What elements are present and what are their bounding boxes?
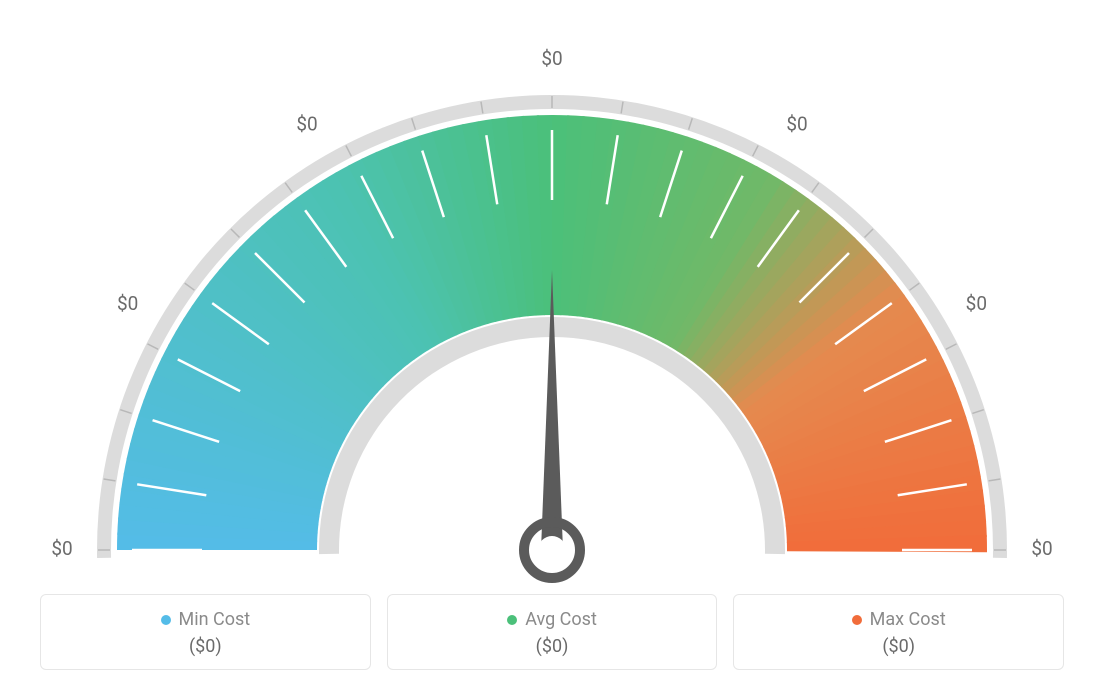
legend-card-min: Min Cost ($0) [40,594,371,670]
gauge-chart: $0 $0 $0 $0 $0 $0 $0 [42,40,1062,580]
legend-header-avg: Avg Cost [398,609,707,630]
legend-header-min: Min Cost [51,609,360,630]
legend-dot-min [161,615,171,625]
svg-text:$0: $0 [51,537,72,560]
legend-dot-avg [507,615,517,625]
legend-row: Min Cost ($0) Avg Cost ($0) Max Cost ($0… [40,594,1064,670]
legend-value-max: ($0) [744,636,1053,657]
gauge-svg: $0 $0 $0 $0 $0 $0 $0 [42,40,1062,600]
legend-label-avg: Avg Cost [525,609,597,630]
svg-text:$0: $0 [296,113,317,136]
svg-text:$0: $0 [117,292,138,315]
svg-text:$0: $0 [1031,537,1052,560]
legend-value-avg: ($0) [398,636,707,657]
legend-dot-max [852,615,862,625]
legend-label-max: Max Cost [870,609,946,630]
legend-card-avg: Avg Cost ($0) [387,594,718,670]
legend-card-max: Max Cost ($0) [733,594,1064,670]
svg-text:$0: $0 [786,113,807,136]
legend-value-min: ($0) [51,636,360,657]
svg-text:$0: $0 [966,292,987,315]
legend-header-max: Max Cost [744,609,1053,630]
legend-label-min: Min Cost [179,609,251,630]
svg-text:$0: $0 [541,47,562,70]
